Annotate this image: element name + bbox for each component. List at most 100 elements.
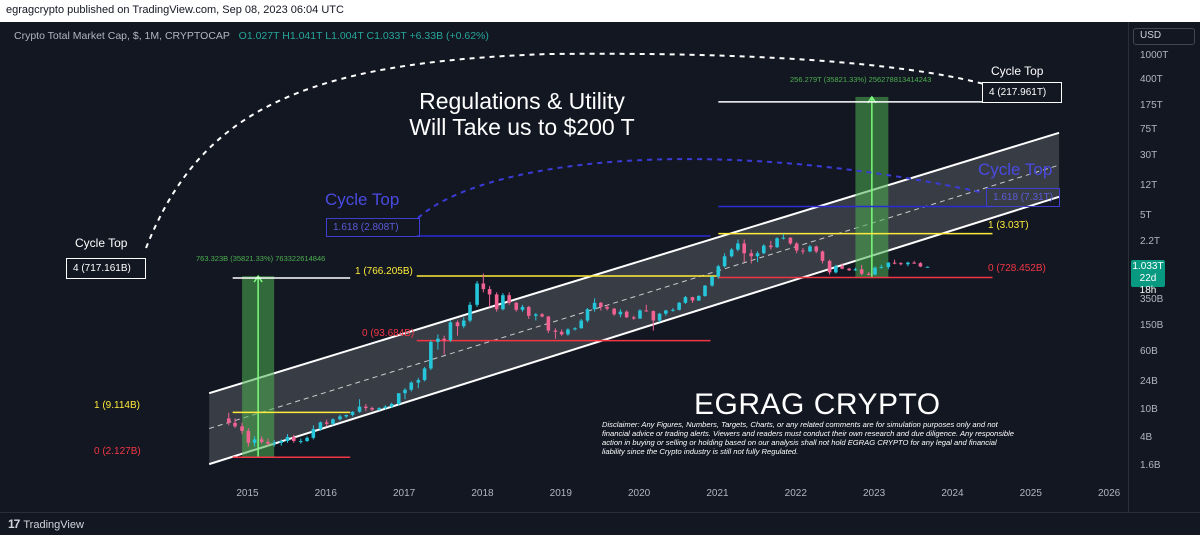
disclaimer-text: Disclaimer: Any Figures, Numbers, Target… [602,420,1014,456]
cycle2-fib1618-box: 1.618 (2.808T) [326,218,420,237]
time-tick-label: 2023 [863,488,886,499]
top-bar: egragcrypto published on TradingView.com… [0,0,1200,22]
candle-body-32 [436,338,440,342]
candle-body-40 [487,289,492,295]
price-tick-label: 350B [1140,294,1164,305]
candle-body-59 [612,308,616,315]
time-tick-label: 2022 [784,488,807,499]
brand-watermark: EGRAG CRYPTO [694,388,941,421]
candle-body-36 [461,320,466,327]
candle-body-61 [624,311,629,318]
candle-body-67 [664,310,668,314]
candle-body-106 [918,263,923,267]
candle-body-92 [827,260,832,273]
candle-body-29 [416,380,421,383]
cycle3-fib0-label: 0 (728.452B) [988,263,1046,274]
time-tick-label: 2019 [549,488,572,499]
publisher-line: egragcrypto published on TradingView.com… [6,4,344,16]
candle-body-80 [749,253,754,257]
cycle2-fib1-label: 1 (766.205B) [355,266,413,277]
candle-body-35 [455,322,460,327]
time-tick-label: 2024 [941,488,964,499]
candle-body-50 [553,330,558,332]
candle-body-9 [285,437,290,442]
candle-body-66 [657,313,662,321]
price-tick-label: 75T [1140,124,1158,135]
currency-button[interactable]: USD [1133,28,1195,45]
price-tick-label: 4B [1140,432,1153,443]
candle-body-18 [344,414,349,417]
candle-body-82 [761,245,766,254]
tradingview-logo[interactable]: 17 TradingView [8,517,84,531]
symbol-info[interactable]: Crypto Total Market Cap, $, 1M, CRYPTOCA… [14,30,489,42]
cycle-top-label-2015: Cycle Top [75,236,128,250]
price-tick-label: 10B [1140,404,1158,415]
price-tick-label: 400T [1140,74,1163,85]
candle-body-75 [716,266,721,277]
candle-body-51 [559,331,564,335]
candle-body-94 [840,266,844,269]
candle-body-17 [338,416,342,420]
candle-body-4 [252,439,257,443]
candle-body-63 [638,310,642,319]
candle-body-12 [305,437,309,442]
candle-body-7 [272,442,276,444]
candle-body-49 [546,316,551,331]
price-tick-label: 5T [1140,210,1152,221]
cycle1-target-box: 4 (717.161B) [66,258,146,279]
candle-body-68 [671,309,675,311]
price-tick-label: 24B [1140,376,1158,387]
candle-body-31 [429,341,433,369]
cycle-top-label-2018: Cycle Top [325,190,400,209]
candle-body-5 [259,439,264,442]
candle-body-47 [534,314,538,316]
candle-body-27 [403,389,407,394]
candle-body-83 [769,245,773,248]
candle-body-84 [775,238,779,248]
candle-body-16 [331,419,335,424]
candle-body-102 [892,262,897,264]
candle-body-89 [808,246,812,252]
candle-body-78 [736,243,740,250]
candle-body-62 [631,317,636,319]
candle-body-101 [886,262,891,268]
candle-body-100 [879,267,884,269]
candle-body-43 [507,295,511,303]
chart-canvas[interactable] [0,22,1128,512]
candle-body-6 [266,441,270,444]
candle-body-71 [690,297,695,301]
cycle-arc-blue [417,158,981,219]
time-tick-label: 2020 [628,488,651,499]
candle-body-81 [755,253,760,257]
candle-body-21 [364,406,368,409]
chart-area[interactable]: Crypto Total Market Cap, $, 1M, CRYPTOCA… [0,22,1200,512]
candle-body-2 [240,426,244,431]
candle-body-96 [853,269,858,271]
candle-body-77 [729,249,734,257]
cycle3-projection-label: 256.279T (35821.33%) 256278813414243 [790,75,932,84]
candle-body-93 [834,266,838,273]
candle-body-103 [899,263,903,265]
candle-body-46 [526,306,531,316]
candle-body-15 [324,422,329,424]
price-tick-label: 2.2T [1140,236,1161,247]
candle-body-8 [279,441,284,443]
candle-body-1 [233,422,237,427]
candle-body-88 [801,250,805,252]
candle-body-98 [866,273,871,275]
candle-body-58 [605,306,609,309]
candle-body-41 [494,294,499,310]
candle-body-39 [481,283,486,290]
candle-body-76 [722,256,727,267]
candle-body-19 [350,411,355,415]
last-price-value: 1.033T [1132,261,1164,272]
candle-body-22 [370,408,374,410]
channel-fill [209,132,1060,465]
candle-body-65 [651,311,656,321]
price-tick-label: 1.6B [1140,460,1161,471]
price-tick-label: 150B [1140,320,1164,331]
cycle-top-label-2025: Cycle Top [991,64,1044,78]
tradingview-wordmark: TradingView [23,519,84,531]
headline-line-1: Regulations & Utility [419,88,625,114]
cycle3-fib1618-box: 1.618 (7.31T) [986,188,1060,207]
